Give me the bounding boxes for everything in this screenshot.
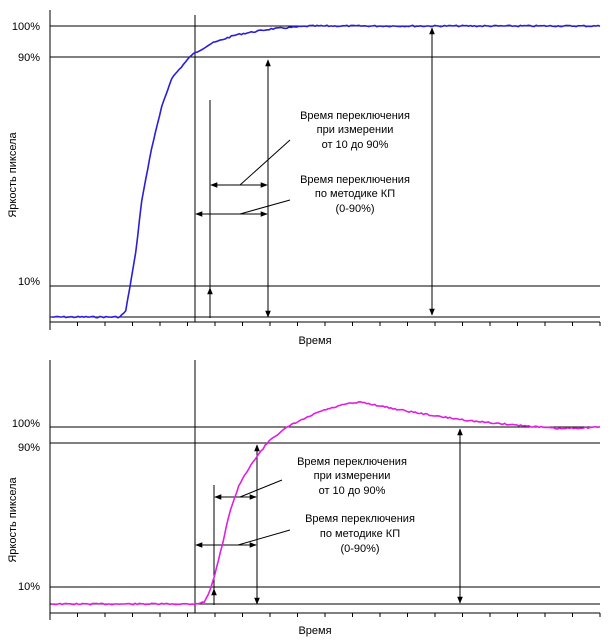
chart-2-x-ticks [49,613,601,617]
chart-2-xlabel: Время [298,625,331,637]
chart-1-series-line [51,24,601,319]
chart-2-ytick-10: 10% [18,581,40,593]
chart-1-leader-1 [239,139,291,186]
chart-1-ylabel: Яркость пиксела [7,131,19,217]
chart-1: 100% 90% 10% Яркость пиксела Время Время… [7,10,601,347]
chart-1-ytick-10: 10% [18,276,40,288]
chart-1-ytick-100: 100% [12,21,40,33]
chart-2-ytick-90: 90% [18,442,40,454]
chart-1-xlabel: Время [298,335,331,347]
chart-1-annotation-1-line-3: от 10 до 90% [322,139,389,151]
chart-1-annotation-1-line-1: Время переключения [300,110,410,122]
chart-2-annotation-2-line-2: по методике КП [320,528,400,540]
chart-2-annotation-1-line-1: Время переключения [297,456,407,468]
chart-2-annotation-1-line-3: от 10 до 90% [319,485,386,497]
chart-2: 100% 90% 10% Яркость пиксела Время Время… [7,360,601,637]
chart-2-ylabel: Яркость пиксела [7,476,19,562]
chart-1-annotation-1-line-2: при измерении [317,124,394,136]
chart-1-ytick-90: 90% [18,52,40,64]
chart-1-x-ticks [49,322,601,326]
chart-2-ytick-100: 100% [12,418,40,430]
chart-2-annotation-2-line-1: Время переключения [305,513,415,525]
chart-2-annotation-2-line-3: (0-90%) [340,543,379,555]
chart-1-annotation-2-line-2: по методике КП [315,188,395,200]
chart-1-leader-2 [239,199,291,215]
chart-1-annotation-2-line-3: (0-90%) [335,203,374,215]
chart-2-leader-1 [239,479,283,498]
chart-2-series-line [51,400,601,606]
chart-2-annotation-1-line-2: при измерении [314,470,391,482]
chart-2-leader-2 [237,529,291,546]
chart-1-annotation-2-line-1: Время переключения [300,174,410,186]
